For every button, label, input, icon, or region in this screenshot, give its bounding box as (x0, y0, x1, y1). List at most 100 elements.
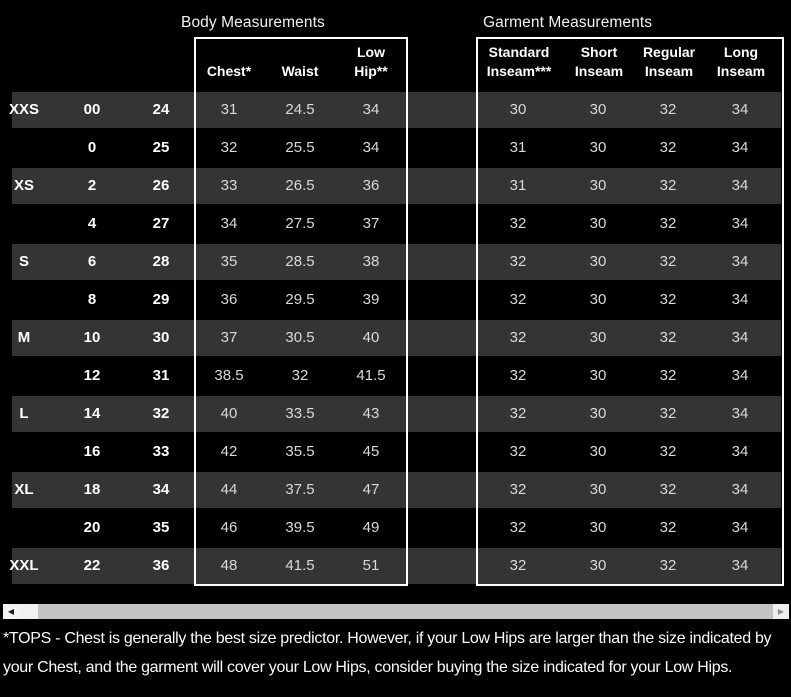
tops-footnote: *TOPS - Chest is generally the best size… (3, 630, 772, 676)
measurement-cell: 24.5 (285, 101, 315, 118)
measurement-cell: 30 (589, 291, 607, 308)
measurement-cell: 30 (589, 481, 607, 498)
scrollbar-thumb[interactable] (38, 604, 773, 619)
size-number-cell: 14 (83, 405, 101, 422)
measurement-cell: 41.5 (285, 557, 315, 574)
measurement-cell: 31 (509, 139, 527, 156)
measurement-cell: 37 (362, 215, 380, 232)
measurement-cell: 32 (659, 519, 677, 536)
measurement-cell: 32 (509, 519, 527, 536)
measurement-cell: 32 (509, 291, 527, 308)
size-number-cell: 25 (152, 139, 170, 156)
scroll-right-icon: ▶ (777, 607, 785, 616)
measurement-cell: 32 (509, 253, 527, 270)
measurement-cell: 34 (731, 519, 749, 536)
measurement-cell: 32 (659, 215, 677, 232)
measurement-cell: 34 (362, 139, 380, 156)
measurement-cell: 41.5 (356, 367, 386, 384)
size-label-cell: S (18, 253, 29, 270)
measurement-cell: 33.5 (285, 405, 315, 422)
measurement-cell: 32 (509, 405, 527, 422)
size-number-cell: 18 (83, 481, 101, 498)
size-label-cell: XXL (9, 557, 39, 574)
measurement-cell: 35 (220, 253, 238, 270)
measurement-cell: 35.5 (285, 443, 315, 460)
size-label-cell: M (17, 329, 31, 346)
measurement-cell: 32 (509, 443, 527, 460)
size-label-cell: XL (14, 481, 34, 498)
measurement-cell: 32 (220, 139, 238, 156)
measurement-cell: 32 (659, 139, 677, 156)
measurement-cell: 32 (509, 215, 527, 232)
measurement-cell: 34 (220, 215, 238, 232)
measurement-cell: 40 (220, 405, 238, 422)
table-row (12, 244, 781, 280)
measurement-cell: 45 (362, 443, 380, 460)
size-number-cell: 00 (83, 101, 101, 118)
measurement-cell: 32 (659, 101, 677, 118)
measurement-cell: 34 (731, 177, 749, 194)
horizontal-scrollbar[interactable]: ◀ ▶ (3, 604, 789, 619)
size-label-cell: L (19, 405, 29, 422)
size-number-cell: 6 (87, 253, 97, 270)
measurement-cell: 46 (220, 519, 238, 536)
measurement-cell: 34 (731, 329, 749, 346)
measurement-cell: 32 (659, 557, 677, 574)
column-header-waist: Waist (281, 63, 319, 79)
measurement-cell: 43 (362, 405, 380, 422)
measurement-cell: 31 (220, 101, 238, 118)
measurement-cell: 30 (589, 443, 607, 460)
measurement-cell: 34 (731, 291, 749, 308)
measurement-cell: 34 (731, 215, 749, 232)
measurement-cell: 32 (659, 443, 677, 460)
garment-measurements-box (476, 37, 784, 586)
size-number-cell: 26 (152, 177, 170, 194)
table-row (12, 168, 781, 204)
table-row (12, 472, 781, 508)
size-number-cell: 0 (87, 139, 97, 156)
measurement-cell: 34 (731, 405, 749, 422)
size-label-cell: XXS (8, 101, 39, 118)
measurement-cell: 42 (220, 443, 238, 460)
measurement-cell: 51 (362, 557, 380, 574)
scroll-left-icon: ◀ (7, 607, 15, 616)
measurement-cell: 32 (291, 367, 309, 384)
measurement-cell: 26.5 (285, 177, 315, 194)
measurement-cell: 30 (589, 253, 607, 270)
column-header-chest: Chest* (206, 63, 252, 79)
size-number-cell: 30 (152, 329, 170, 346)
size-number-cell: 10 (83, 329, 101, 346)
measurement-cell: 48 (220, 557, 238, 574)
measurement-cell: 34 (731, 557, 749, 574)
measurement-cell: 33 (220, 177, 238, 194)
column-header-long-inseam: Long Inseam (716, 44, 766, 79)
measurement-cell: 32 (659, 291, 677, 308)
table-row (12, 92, 781, 128)
measurement-cell: 37 (220, 329, 238, 346)
measurement-cell: 30 (589, 367, 607, 384)
scroll-left-button[interactable]: ◀ (3, 604, 19, 619)
measurement-cell: 37.5 (285, 481, 315, 498)
measurement-cell: 30 (589, 215, 607, 232)
column-header-low-hip: Low Hip** (354, 44, 388, 79)
measurement-cell: 32 (659, 405, 677, 422)
measurement-cell: 32 (509, 329, 527, 346)
measurement-cell: 34 (731, 139, 749, 156)
table-row (12, 548, 781, 584)
scroll-right-button[interactable]: ▶ (773, 604, 789, 619)
measurement-cell: 28.5 (285, 253, 315, 270)
column-header-short-inseam: Short Inseam (574, 44, 624, 79)
measurement-cell: 38 (362, 253, 380, 270)
table-row (12, 396, 781, 432)
measurement-cell: 47 (362, 481, 380, 498)
size-number-cell: 27 (152, 215, 170, 232)
body-measurements-box (194, 37, 408, 586)
measurement-cell: 32 (659, 367, 677, 384)
measurement-cell: 30 (589, 139, 607, 156)
measurement-cell: 27.5 (285, 215, 315, 232)
measurement-cell: 30 (589, 329, 607, 346)
size-number-cell: 8 (87, 291, 97, 308)
measurement-cell: 30 (589, 177, 607, 194)
measurement-cell: 30.5 (285, 329, 315, 346)
